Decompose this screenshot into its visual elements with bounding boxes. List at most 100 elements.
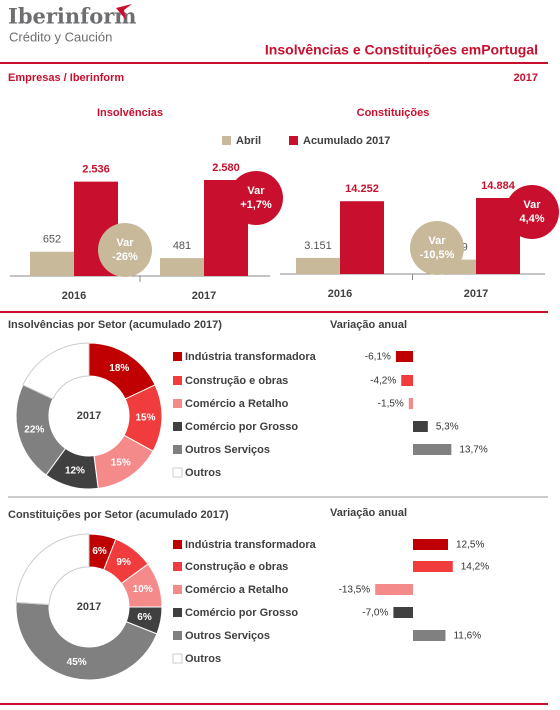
- var-label: +1,7%: [240, 199, 272, 211]
- legend-label: Abril: [236, 135, 261, 147]
- legend-label: Comércio a Retalho: [185, 398, 289, 410]
- slice-label: 15%: [135, 412, 155, 423]
- legend-swatch: [173, 445, 182, 454]
- value-label: -7,0%: [362, 608, 388, 619]
- legend-label: Indústria transformadora: [185, 351, 317, 363]
- legend-swatch: [173, 352, 182, 361]
- bar: [375, 584, 413, 595]
- var-label: -26%: [112, 251, 138, 263]
- var-bubble: [410, 221, 464, 275]
- value-label: -13,5%: [339, 585, 371, 596]
- value-label: 2.536: [82, 164, 110, 176]
- legend-swatch: [173, 631, 182, 640]
- donut-center: 2017: [77, 601, 101, 613]
- bar: [413, 630, 446, 641]
- legend-label: Comércio por Grosso: [185, 607, 298, 619]
- bar: [413, 444, 452, 455]
- legend-label: Indústria transformadora: [185, 539, 317, 551]
- legend-swatch: [222, 136, 231, 145]
- bar: [413, 561, 453, 572]
- bar: [30, 251, 74, 276]
- legend-swatch: [173, 422, 182, 431]
- legend-swatch: [172, 653, 183, 664]
- legend-swatch: [173, 399, 182, 408]
- legend-swatch: [173, 562, 182, 571]
- legend-swatch: [289, 136, 298, 145]
- bar: [413, 421, 428, 432]
- value-label: 14.252: [345, 183, 379, 195]
- slice-label: 9%: [116, 557, 131, 568]
- legend-swatch: [173, 376, 182, 385]
- value-label: 11,6%: [453, 631, 481, 642]
- donut-slice: [15, 601, 158, 681]
- donut-slice: [22, 342, 90, 400]
- section-title: Insolvências por Setor (acumulado 2017): [8, 319, 222, 331]
- x-tick-label: 2016: [62, 290, 86, 302]
- bar: [401, 375, 413, 386]
- slice-label: 10%: [133, 584, 153, 595]
- value-label: 14.884: [481, 180, 516, 192]
- value-label: 481: [173, 240, 191, 252]
- bar: [413, 539, 448, 550]
- slice-label: 12%: [65, 465, 85, 476]
- value-label: 652: [43, 234, 61, 246]
- slice-label: 45%: [67, 657, 87, 668]
- value-label: 5,3%: [436, 422, 459, 433]
- slice-label: 22%: [24, 425, 44, 436]
- donut-center: 2017: [77, 410, 101, 422]
- x-tick-label: 2017: [464, 288, 488, 300]
- x-tick-label: 2017: [192, 290, 216, 302]
- source: Empresas / Iberinform: [8, 72, 124, 84]
- legend-label: Construção e obras: [185, 375, 288, 387]
- legend-swatch: [173, 540, 182, 549]
- legend-label: Outros: [185, 467, 221, 479]
- slice-label: 15%: [111, 457, 131, 468]
- legend-label: Comércio a Retalho: [185, 584, 289, 596]
- legend-label: Outros Serviços: [185, 630, 270, 642]
- bar: [408, 398, 413, 409]
- value-label: 14,2%: [461, 562, 489, 573]
- var-label: Var: [247, 185, 265, 197]
- legend-swatch: [173, 585, 182, 594]
- bar: [296, 257, 340, 274]
- slice-label: 6%: [92, 546, 107, 557]
- value-label: 12,5%: [456, 540, 484, 551]
- slice-label: 6%: [137, 612, 152, 623]
- var-bubble: [229, 171, 283, 225]
- slice-label: 18%: [109, 363, 129, 374]
- page-title: Insolvências e Constituições emPortugal: [265, 42, 538, 58]
- section-title: Constituições por Setor (acumulado 2017): [8, 509, 229, 521]
- bar: [395, 351, 413, 362]
- donut-slice: [15, 533, 90, 606]
- var-bubble: [98, 223, 152, 277]
- section-title: Variação anual: [330, 507, 407, 519]
- bar: [393, 607, 413, 618]
- chart-title: Insolvências: [97, 107, 163, 119]
- logo: Iberinform: [8, 4, 137, 29]
- legend-label: Acumulado 2017: [303, 135, 390, 147]
- var-bubble: [505, 185, 559, 239]
- value-label: 2.580: [212, 162, 240, 174]
- year: 2017: [514, 72, 538, 84]
- value-label: -6,1%: [365, 352, 391, 363]
- var-label: Var: [523, 199, 541, 211]
- section-title: Variação anual: [330, 319, 407, 331]
- chart-title: Constituições: [357, 107, 430, 119]
- legend-label: Outros Serviços: [185, 444, 270, 456]
- legend-label: Construção e obras: [185, 561, 288, 573]
- logo-mark: [116, 4, 132, 20]
- var-label: Var: [428, 235, 446, 247]
- value-label: -4,2%: [370, 376, 396, 387]
- var-label: -10,5%: [420, 249, 455, 261]
- legend-swatch: [172, 467, 183, 478]
- bar: [160, 258, 204, 276]
- var-label: Var: [116, 237, 134, 249]
- x-tick-label: 2016: [328, 288, 352, 300]
- var-label: 4,4%: [519, 213, 544, 225]
- bar: [340, 201, 384, 274]
- legend-label: Outros: [185, 653, 221, 665]
- value-label: 13,7%: [459, 445, 487, 456]
- value-label: 3.151: [304, 240, 332, 252]
- legend-swatch: [173, 608, 182, 617]
